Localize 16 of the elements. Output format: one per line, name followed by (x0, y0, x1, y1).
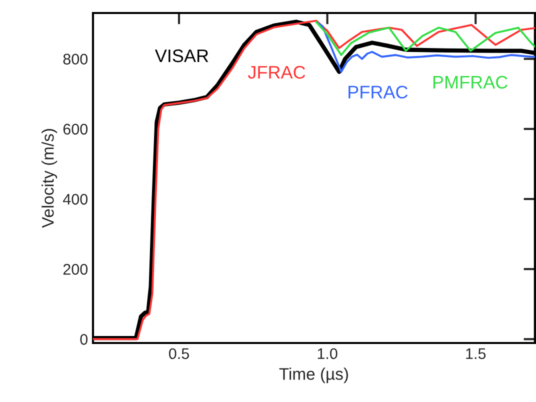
y-tick-label: 800 (63, 54, 88, 65)
x-tick-label: 1.5 (466, 348, 486, 360)
line-series (315, 21, 535, 56)
series-label: JFRAC (248, 66, 306, 79)
line-series (315, 21, 535, 73)
y-tick-label: 200 (63, 264, 88, 275)
y-tick-label: 0 (80, 334, 88, 345)
x-tick-label: 0.5 (168, 348, 189, 360)
y-tick-label: 400 (63, 194, 88, 205)
y-axis-title: Velocity (m/s) (42, 129, 58, 228)
series-label: PFRAC (348, 86, 408, 99)
series-label: PMFRAC (433, 76, 508, 89)
x-axis-title: Time (µs) (279, 368, 348, 384)
y-tick-label: 600 (63, 124, 88, 135)
series-label: VISAR (154, 49, 208, 62)
x-tick-label: 1.0 (318, 348, 338, 360)
